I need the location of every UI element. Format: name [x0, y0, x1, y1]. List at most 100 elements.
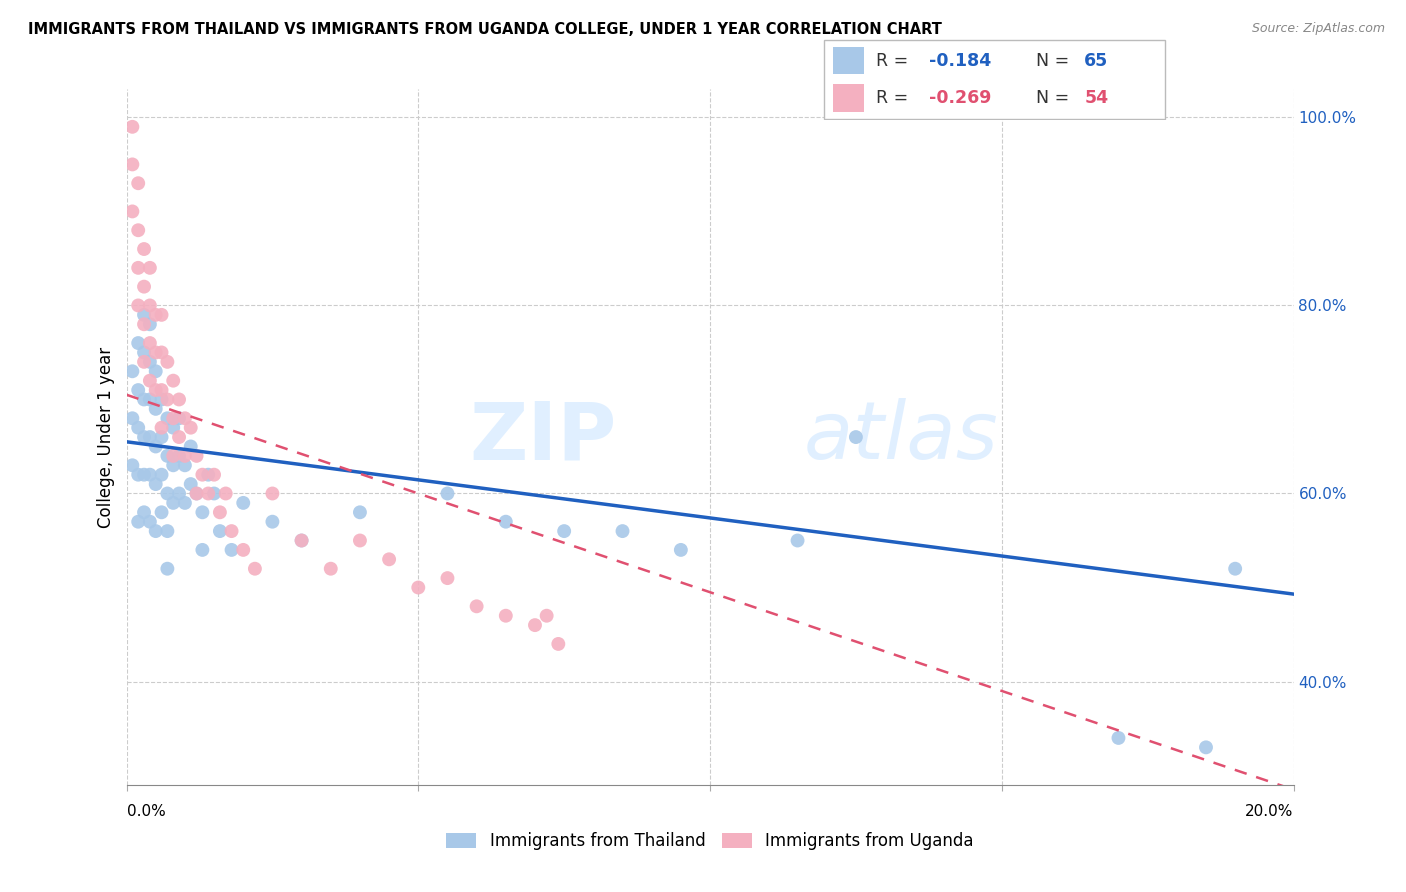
Point [139, 467, 162, 482]
Point [167, 411, 190, 425]
FancyBboxPatch shape [824, 40, 1166, 119]
Point [174, 449, 197, 463]
Point [162, 449, 184, 463]
Point [167, 486, 190, 500]
Point [127, 260, 149, 275]
Point [145, 477, 167, 491]
Point [167, 430, 190, 444]
Point [174, 458, 197, 473]
Point [180, 420, 202, 434]
Point [1223, 562, 1246, 576]
Text: 0.0%: 0.0% [127, 805, 166, 819]
Point [150, 505, 173, 519]
Text: 20.0%: 20.0% [1246, 805, 1294, 819]
Point [150, 345, 173, 359]
Point [186, 486, 208, 500]
Point [145, 383, 167, 397]
Point [202, 467, 225, 482]
Point [536, 608, 558, 623]
Text: N =: N = [1036, 52, 1070, 70]
Point [408, 581, 430, 595]
Point [139, 515, 162, 529]
Point [156, 355, 179, 369]
Point [162, 420, 184, 434]
Point [845, 430, 868, 444]
Point [349, 505, 371, 519]
Point [162, 458, 184, 473]
Point [167, 392, 190, 407]
Y-axis label: College, Under 1 year: College, Under 1 year [97, 346, 115, 528]
Point [145, 308, 167, 322]
Point [139, 392, 162, 407]
Point [132, 318, 155, 332]
Point [262, 486, 284, 500]
Point [127, 223, 149, 237]
Point [121, 120, 143, 134]
Text: 54: 54 [1084, 89, 1108, 107]
FancyBboxPatch shape [832, 46, 863, 74]
Point [232, 542, 254, 557]
Point [208, 524, 231, 538]
Point [156, 392, 179, 407]
Point [349, 533, 371, 548]
Point [162, 411, 184, 425]
Point [132, 467, 155, 482]
Point [121, 411, 143, 425]
Point [139, 355, 162, 369]
Point [132, 279, 155, 293]
Point [191, 467, 214, 482]
Point [1195, 740, 1218, 755]
Point [612, 524, 634, 538]
Text: -0.184: -0.184 [929, 52, 991, 70]
Text: R =: R = [876, 52, 908, 70]
Point [167, 449, 190, 463]
Point [150, 392, 173, 407]
Text: atlas: atlas [803, 398, 998, 476]
Point [145, 364, 167, 378]
Point [150, 308, 173, 322]
Point [132, 392, 155, 407]
Point [139, 374, 162, 388]
Text: 65: 65 [1084, 52, 1108, 70]
Point [290, 533, 312, 548]
Point [232, 496, 254, 510]
Point [191, 505, 214, 519]
Point [197, 467, 219, 482]
Point [243, 562, 266, 576]
Point [127, 383, 149, 397]
Point [132, 345, 155, 359]
Point [139, 318, 162, 332]
Point [290, 533, 312, 548]
Point [186, 449, 208, 463]
Point [127, 298, 149, 312]
Point [145, 440, 167, 454]
Text: Source: ZipAtlas.com: Source: ZipAtlas.com [1251, 22, 1385, 36]
Point [156, 449, 179, 463]
Point [145, 401, 167, 416]
Point [547, 637, 569, 651]
Point [132, 355, 155, 369]
Point [319, 562, 342, 576]
Point [197, 486, 219, 500]
Point [495, 608, 517, 623]
Point [465, 599, 488, 614]
Point [127, 467, 149, 482]
Point [202, 486, 225, 500]
Point [121, 364, 143, 378]
Point [139, 336, 162, 351]
Point [156, 562, 179, 576]
Legend: Immigrants from Thailand, Immigrants from Uganda: Immigrants from Thailand, Immigrants fro… [440, 825, 980, 856]
Point [156, 486, 179, 500]
Point [436, 571, 458, 585]
Point [186, 486, 208, 500]
Point [132, 242, 155, 256]
Point [121, 458, 143, 473]
Point [174, 496, 197, 510]
Point [121, 204, 143, 219]
Point [221, 542, 243, 557]
Point [221, 524, 243, 538]
Point [132, 308, 155, 322]
Point [145, 524, 167, 538]
Point [180, 440, 202, 454]
Text: ZIP: ZIP [470, 398, 617, 476]
